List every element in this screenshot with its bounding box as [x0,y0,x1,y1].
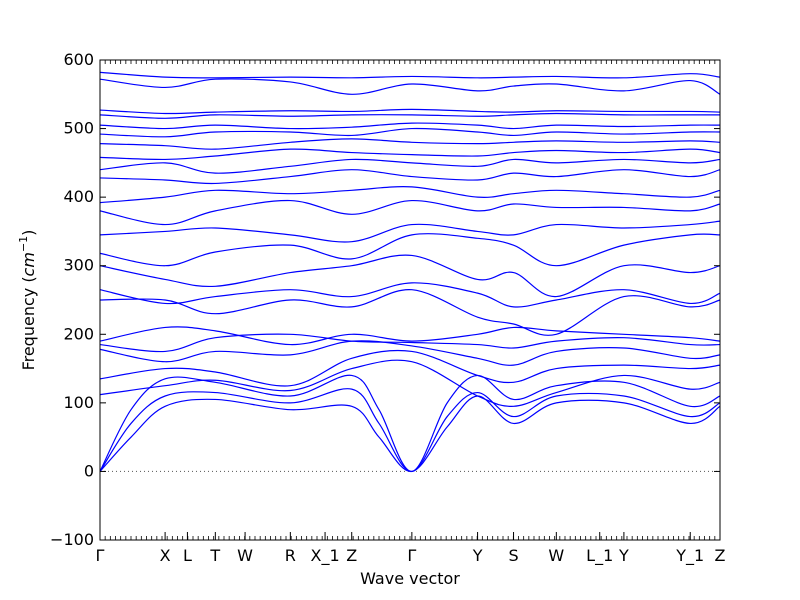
y-tick-label: 100 [63,393,94,412]
band-line-15 [99,186,721,204]
x-axis-ticks: Γ X L T W R X_1 Z Γ Y S W L_1 Y Y_1 Z [96,60,726,566]
y-axis-ticks: −100 0 100 200 300 400 500 600 [50,50,720,549]
band-line-4 [99,359,721,407]
y-axis-label-close: ) [19,230,38,236]
x-tick-label: Γ [407,546,416,565]
band-line-6 [99,340,721,366]
x-tick-label: Z [715,546,726,565]
band-line-20 [99,127,721,138]
x-tick-label: X_1 [310,546,339,566]
x-tick-label: X [160,546,171,565]
band-line-3 [99,374,721,473]
band-line-16 [99,169,721,185]
x-tick-label: Y_1 [675,546,704,566]
band-line-12 [99,233,721,267]
x-tick-label: S [508,546,518,565]
band-line-18 [99,148,721,161]
band-line-7 [99,333,721,353]
x-tick-label: L_1 [586,546,613,566]
x-tick-label: Y [472,546,483,565]
band-line-2 [99,388,721,473]
y-tick-label: 200 [63,324,94,343]
x-tick-label: Z [346,546,357,565]
y-tick-label: 600 [63,50,94,69]
x-tick-label: W [548,546,564,565]
band-line-1 [99,395,721,473]
y-tick-label: 0 [84,461,94,480]
band-line-21 [99,122,721,130]
y-tick-label: −100 [50,530,94,549]
band-line-24 [99,78,721,95]
x-tick-label: T [209,546,220,565]
y-axis-label-exponent: −1 [17,236,30,252]
y-tick-label: 400 [63,187,94,206]
band-line-8 [99,326,721,346]
x-tick-label: L [183,546,192,565]
band-line-9 [99,289,721,336]
x-tick-label: W [237,546,253,565]
x-axis-label: Wave vector [360,569,460,588]
band-line-22 [99,112,720,119]
band-line-14 [99,199,721,226]
y-tick-label: 300 [63,256,94,275]
y-tick-label: 500 [63,119,94,138]
band-line-11 [99,254,721,298]
plot-frame [99,59,721,541]
y-axis-label: Frequency (cm−1) [17,230,38,371]
band-line-5 [99,349,721,387]
y-axis-label-text: Frequency ( [19,276,38,370]
x-tick-label: Γ [96,546,105,565]
band-line-13 [99,220,721,243]
band-line-25 [99,71,721,79]
x-tick-label: Y [618,546,629,565]
band-line-19 [99,138,721,150]
band-line-17 [99,158,721,174]
x-tick-label: R [285,546,296,565]
plot-area [99,71,721,473]
y-axis-label-unit: cm [19,252,38,276]
band-line-10 [99,282,721,308]
band-line-23 [99,108,721,115]
